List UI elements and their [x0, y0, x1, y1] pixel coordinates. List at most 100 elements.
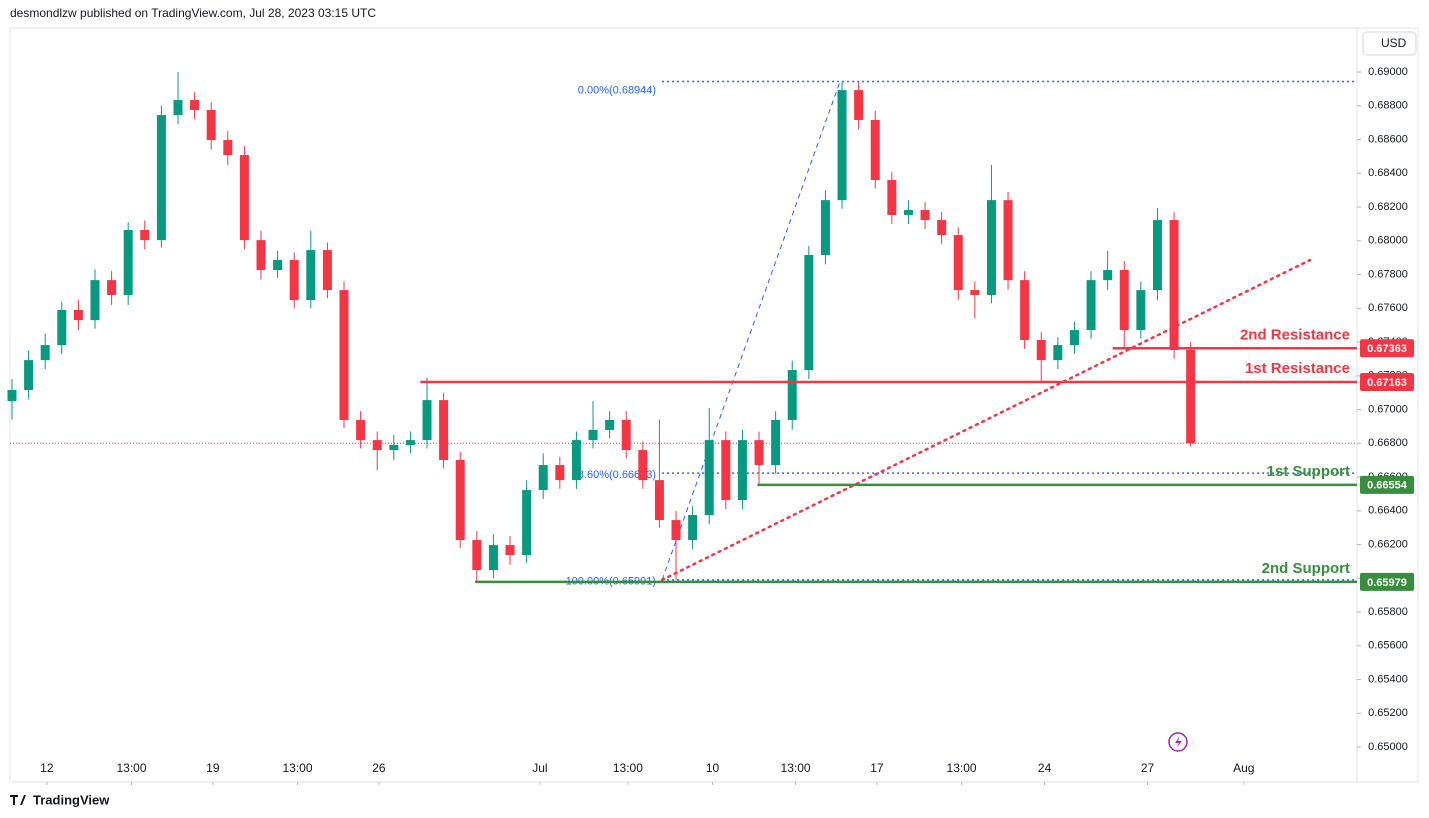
candle-body: [488, 545, 498, 571]
x-tick-label: 24: [1038, 761, 1052, 775]
candle-body: [638, 450, 648, 481]
candle-body: [356, 420, 366, 441]
level-badge-label: 0.66554: [1367, 480, 1408, 492]
candle-body: [1186, 349, 1196, 444]
candle-body: [1103, 269, 1113, 281]
candle-body: [1136, 290, 1146, 331]
events-icon[interactable]: [1168, 732, 1188, 752]
x-tick-label: 10: [706, 761, 720, 775]
candle-body: [190, 100, 200, 111]
y-tick-label: 0.69000: [1368, 66, 1408, 78]
x-tick-label: 12: [40, 761, 54, 775]
candle-body: [206, 110, 216, 141]
x-tick-label: 13:00: [117, 761, 147, 775]
candle-body: [389, 444, 399, 451]
y-tick-label: 0.66400: [1368, 505, 1408, 517]
candle-body: [73, 309, 83, 321]
candle-body: [422, 400, 432, 441]
candle-body: [754, 440, 764, 466]
x-tick-label: Aug: [1233, 761, 1254, 775]
publish-info: desmondlzw published on TradingView.com,…: [10, 6, 376, 20]
x-tick-label: 13:00: [613, 761, 643, 775]
candle-body: [107, 280, 117, 295]
candle-body: [704, 440, 714, 516]
x-tick-label: 13:00: [781, 761, 811, 775]
x-tick-label: 17: [870, 761, 884, 775]
candle-body: [986, 200, 996, 295]
candle-body: [1069, 330, 1079, 346]
candle-body: [273, 260, 283, 270]
candle-body: [289, 260, 299, 301]
candle-body: [538, 465, 548, 491]
level-name: 1st Resistance: [1245, 360, 1350, 377]
candle-body: [405, 440, 415, 445]
candle-body: [820, 200, 830, 255]
candle-body: [571, 440, 581, 481]
candle-body: [937, 220, 947, 236]
candle-body: [239, 155, 249, 241]
events-bolt: [1175, 736, 1182, 748]
y-tick-label: 0.67000: [1368, 403, 1408, 415]
candle-body: [654, 480, 664, 521]
candle-body: [57, 309, 67, 346]
y-tick-label: 0.68000: [1368, 235, 1408, 247]
candle-body: [472, 540, 482, 571]
candle-body: [1053, 345, 1063, 361]
y-tick-label: 0.65400: [1368, 673, 1408, 685]
candle-body: [1036, 340, 1046, 361]
candle-body: [455, 460, 465, 541]
candle-body: [173, 100, 183, 116]
level-badge: [1360, 475, 1414, 494]
candle-body: [870, 119, 880, 181]
candle-body: [804, 254, 814, 371]
candle-body: [721, 440, 731, 501]
x-tick-label: 27: [1141, 761, 1155, 775]
brand-name: TradingView: [33, 792, 110, 807]
fib-diagonal: [661, 81, 841, 580]
level-badge-label: 0.65979: [1367, 577, 1407, 589]
candle-body: [605, 420, 615, 430]
candle-body: [837, 90, 847, 201]
x-tick-label: 13:00: [283, 761, 313, 775]
y-tick-label: 0.66800: [1368, 437, 1408, 449]
frame: [9, 27, 1419, 783]
candle-body: [671, 520, 681, 541]
candle-body: [156, 115, 166, 241]
level-badge-label: 0.67163: [1367, 377, 1407, 389]
candle-body: [1152, 220, 1162, 291]
candle-body: [322, 250, 332, 291]
y-tick-label: 0.66200: [1368, 538, 1408, 550]
candle-body: [90, 280, 100, 321]
candle-body: [40, 345, 50, 361]
brand-logo: [10, 795, 26, 805]
level-badge-label: 0.67363: [1367, 343, 1407, 355]
candle-body: [140, 230, 150, 241]
candle-body: [887, 180, 897, 215]
y-tick-label: 0.67600: [1368, 302, 1408, 314]
candle-body: [970, 290, 980, 295]
candle-body: [24, 360, 34, 390]
candle-body: [7, 389, 17, 402]
x-tick-label: 19: [206, 761, 220, 775]
candle-body: [1003, 200, 1013, 281]
candle-body: [339, 290, 349, 421]
candle-body: [1169, 220, 1179, 350]
candle-body: [505, 545, 515, 556]
candle-body: [771, 420, 781, 466]
y-tick-label: 0.65000: [1368, 741, 1408, 753]
y-tick-label: 0.68400: [1368, 167, 1408, 179]
y-tick-label: 0.65800: [1368, 606, 1408, 618]
level-badge: [1360, 572, 1414, 591]
x-tick-label: 13:00: [947, 761, 977, 775]
fib-label: 0.00%(0.68944): [578, 84, 656, 96]
currency-button[interactable]: [1362, 31, 1417, 56]
candle-body: [1020, 280, 1030, 341]
candle-body: [787, 370, 797, 421]
candle-body: [854, 90, 864, 120]
candle-body: [372, 440, 382, 451]
candle-body: [688, 515, 698, 541]
candle-body: [123, 230, 133, 295]
currency-label[interactable]: USD: [1381, 36, 1407, 50]
candle-body: [920, 210, 930, 221]
